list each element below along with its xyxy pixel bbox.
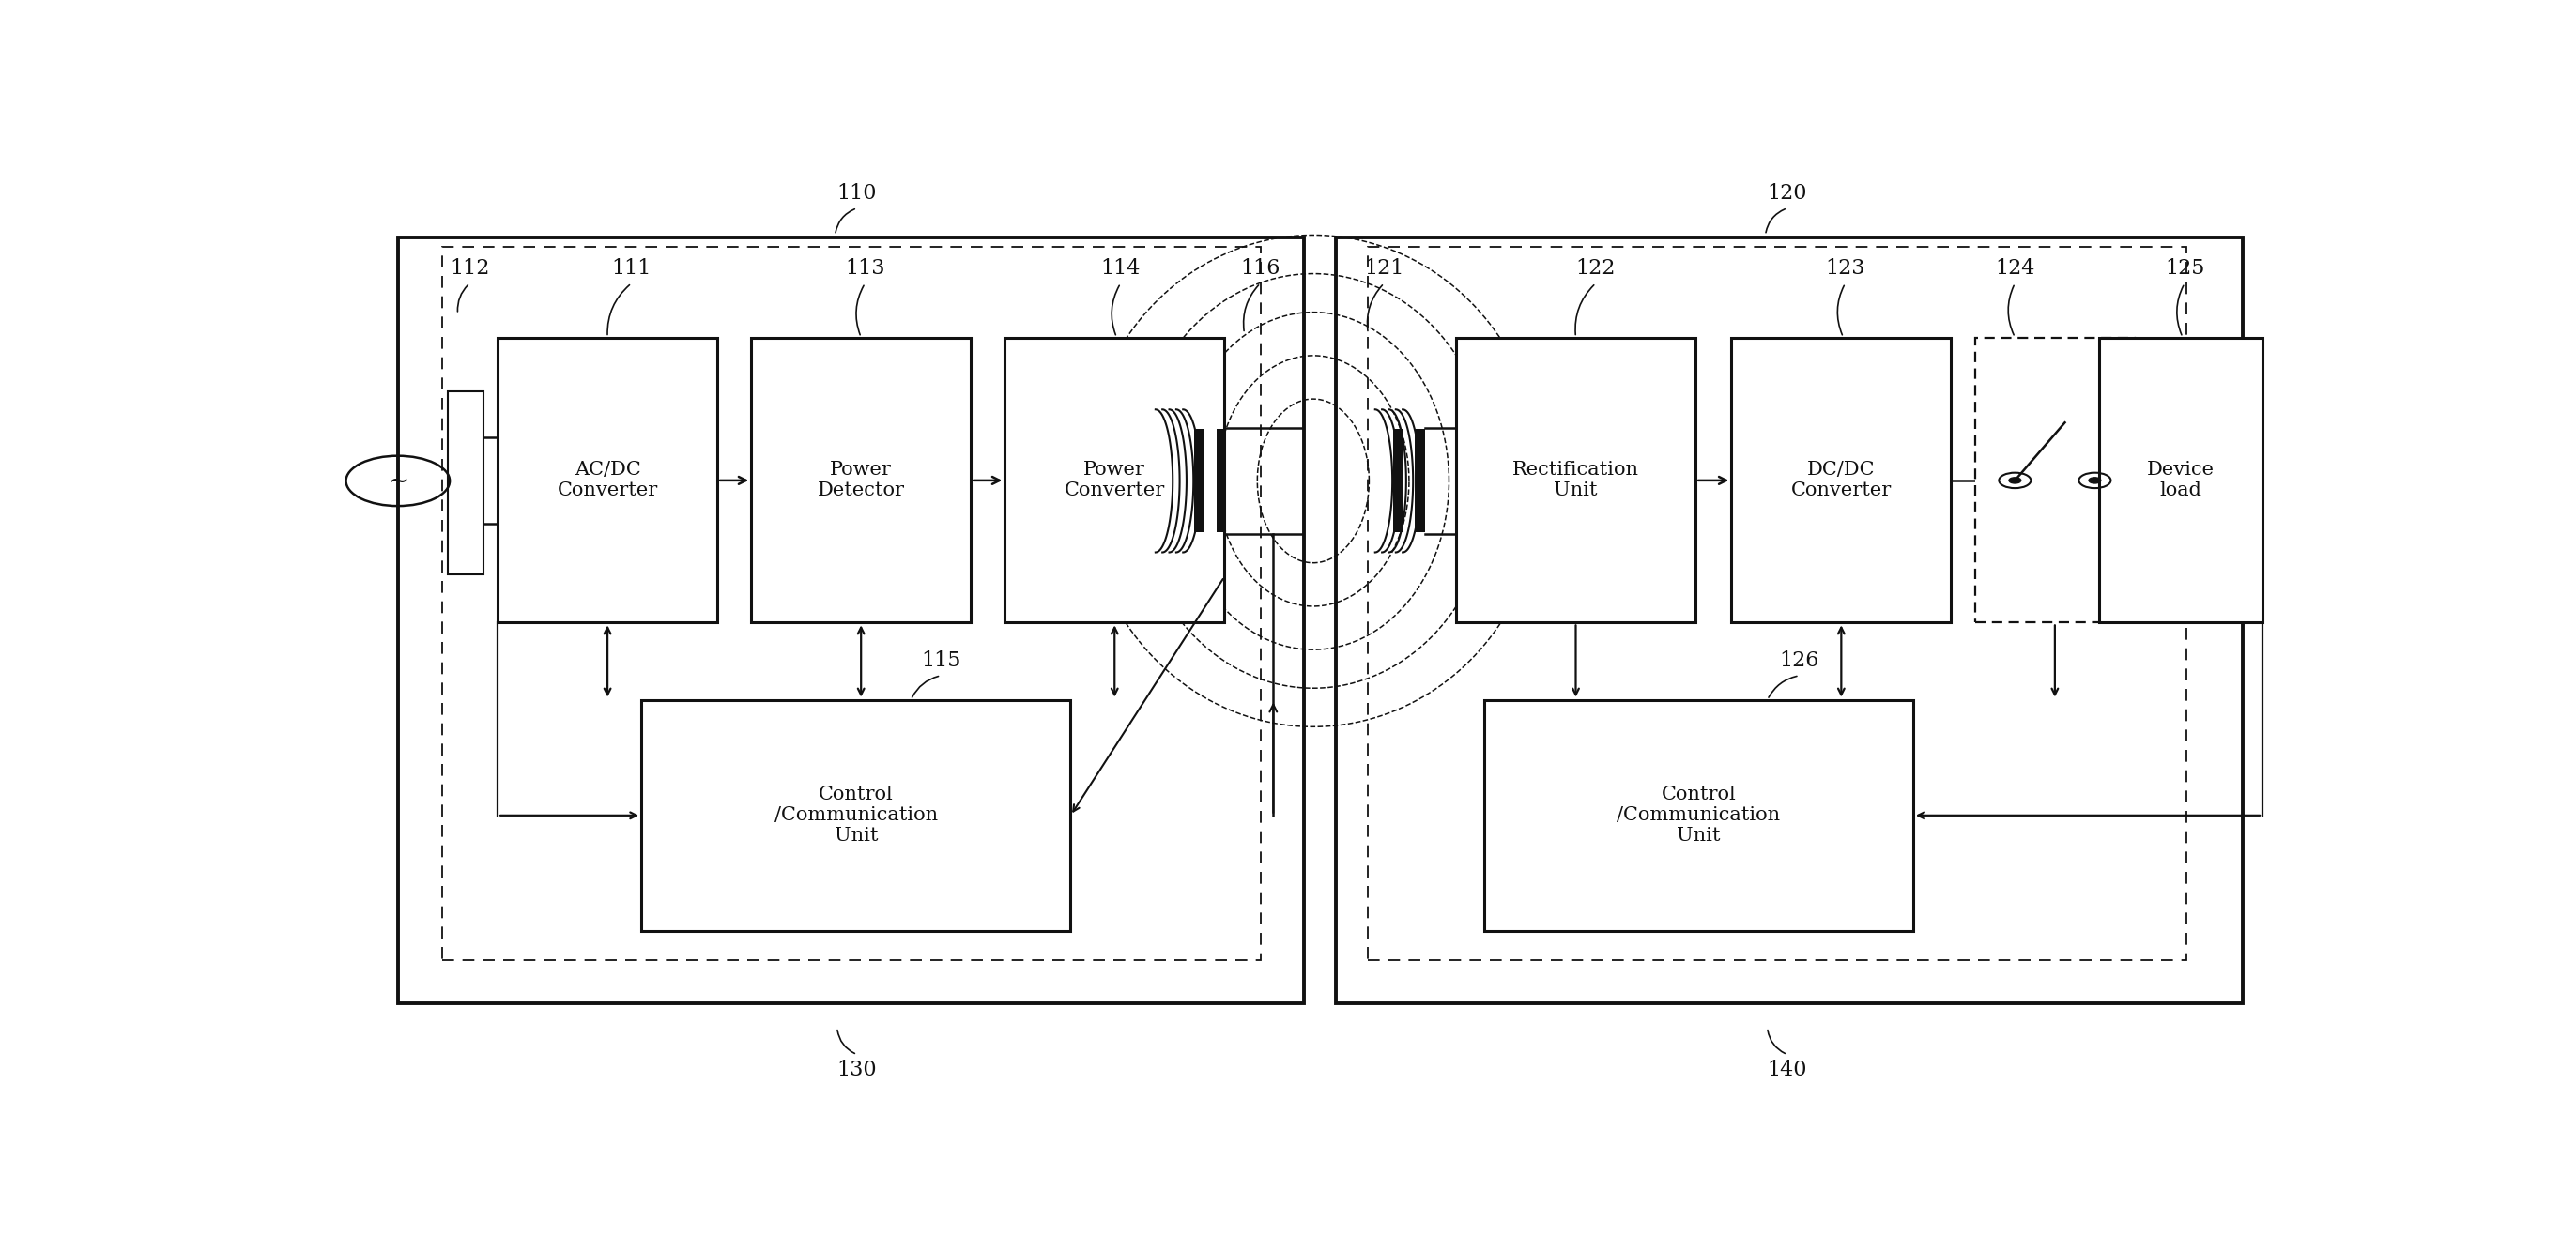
- Text: Power
Converter: Power Converter: [1064, 461, 1164, 500]
- Text: 110: 110: [837, 183, 876, 203]
- Text: Rectification
Unit: Rectification Unit: [1512, 461, 1638, 500]
- Bar: [1414, 429, 1425, 532]
- Bar: [497, 338, 716, 622]
- Text: Control
/Communication
Unit: Control /Communication Unit: [1618, 786, 1780, 845]
- Text: 126: 126: [1780, 650, 1819, 671]
- Text: 124: 124: [1994, 258, 2035, 278]
- Text: 113: 113: [845, 258, 886, 278]
- Text: 112: 112: [451, 258, 489, 278]
- Text: Device
load: Device load: [2146, 461, 2215, 500]
- Bar: [448, 391, 484, 575]
- Bar: [1455, 338, 1695, 622]
- Text: DC/DC
Converter: DC/DC Converter: [1790, 461, 1891, 500]
- Text: 123: 123: [1826, 258, 1865, 278]
- Bar: [641, 700, 1072, 931]
- Text: 115: 115: [922, 650, 961, 671]
- Text: 116: 116: [1242, 258, 1280, 278]
- Bar: [1005, 338, 1224, 622]
- Bar: [1731, 338, 1950, 622]
- Bar: [397, 237, 1303, 1003]
- Bar: [1394, 429, 1404, 532]
- Bar: [1976, 338, 2136, 622]
- Circle shape: [2009, 477, 2022, 483]
- Text: 122: 122: [1577, 258, 1615, 278]
- Text: 130: 130: [837, 1059, 876, 1080]
- Bar: [1484, 700, 1914, 931]
- Bar: [1368, 247, 2187, 960]
- Bar: [1216, 429, 1226, 532]
- Bar: [443, 247, 1260, 960]
- Text: Control
/Communication
Unit: Control /Communication Unit: [775, 786, 938, 845]
- Text: Power
Detector: Power Detector: [817, 461, 904, 500]
- Bar: [752, 338, 971, 622]
- Text: 125: 125: [2164, 258, 2205, 278]
- Text: 140: 140: [1767, 1059, 1808, 1080]
- Text: 114: 114: [1100, 258, 1141, 278]
- Bar: [2099, 338, 2262, 622]
- Text: ~: ~: [386, 470, 407, 492]
- Bar: [1337, 237, 2244, 1003]
- Text: 111: 111: [611, 258, 652, 278]
- Circle shape: [2089, 477, 2102, 483]
- Bar: [1195, 429, 1206, 532]
- Text: 120: 120: [1767, 183, 1808, 203]
- Text: AC/DC
Converter: AC/DC Converter: [556, 461, 657, 500]
- Text: 121: 121: [1365, 258, 1404, 278]
